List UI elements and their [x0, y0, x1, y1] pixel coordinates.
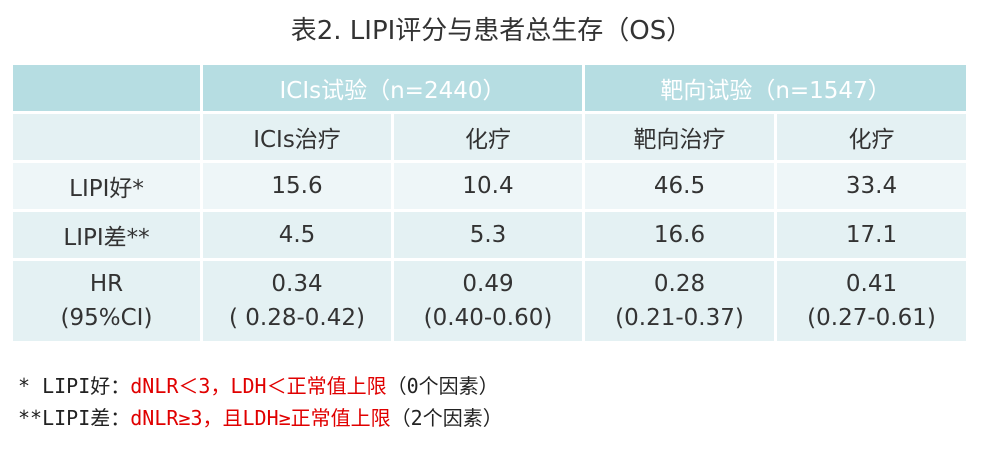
row-label: LIPI好* [10, 160, 203, 212]
row-label: HR (95%CI) [10, 258, 203, 344]
footnote-condition: dNLR＜3，LDH＜正常值上限 [130, 374, 387, 398]
hr-label: HR [89, 271, 124, 297]
group-header-row: ICIs试验（n=2440） 靶向试验（n=1547） [10, 62, 970, 114]
table-cell: 15.6 [200, 160, 394, 212]
ci-value: (0.40-0.60) [423, 305, 553, 331]
sub-header: 化疗 [773, 111, 970, 163]
hr-row: HR (95%CI) 0.34 ( 0.28-0.42) 0.49 (0.40-… [10, 258, 970, 344]
footnote-condition: dNLR≥3，且LDH≥正常值上限 [130, 406, 391, 430]
footnote-suffix: （0个因素） [386, 374, 499, 398]
table-cell: 4.5 [200, 209, 394, 261]
empty-cell [10, 111, 203, 163]
footnote-suffix: （2个因素） [390, 406, 503, 430]
table-cell: 0.49 (0.40-0.60) [391, 258, 585, 344]
ci-value: (0.21-0.37) [615, 305, 744, 331]
footnote-prefix: **LIPI差： [18, 406, 131, 430]
ci-label: (95%CI) [60, 305, 153, 331]
table-cell: 0.28 (0.21-0.37) [582, 258, 777, 344]
corner-cell [10, 62, 203, 114]
group-header-icis: ICIs试验（n=2440） [200, 62, 585, 114]
sub-header: 化疗 [391, 111, 585, 163]
table-cell: 10.4 [391, 160, 585, 212]
row-label: LIPI差** [10, 209, 203, 261]
table-cell: 0.34 ( 0.28-0.42) [200, 258, 394, 344]
ci-value: (0.27-0.61) [807, 305, 936, 331]
table-row: LIPI差** 4.5 5.3 16.6 17.1 [10, 209, 970, 261]
os-table: ICIs试验（n=2440） 靶向试验（n=1547） ICIs治疗 化疗 靶向… [10, 62, 970, 344]
table-title: 表2. LIPI评分与患者总生存（OS） [290, 16, 693, 46]
table-cell: 0.41 (0.27-0.61) [773, 258, 970, 344]
hr-value: 0.41 [845, 271, 898, 297]
table-cell: 17.1 [773, 209, 970, 261]
table-cell: 46.5 [582, 160, 777, 212]
footnote-lipi-good: * LIPI好：dNLR＜3，LDH＜正常值上限（0个因素） [18, 370, 499, 399]
table-cell: 33.4 [773, 160, 970, 212]
footnote-lipi-poor: **LIPI差：dNLR≥3，且LDH≥正常值上限（2个因素） [18, 402, 503, 431]
table-cell: 5.3 [391, 209, 585, 261]
sub-header: 靶向治疗 [582, 111, 777, 163]
hr-value: 0.34 [271, 271, 323, 297]
table-row: LIPI好* 15.6 10.4 46.5 33.4 [10, 160, 970, 212]
table-cell: 16.6 [582, 209, 777, 261]
footnote-prefix: * LIPI好： [18, 374, 131, 398]
ci-value: ( 0.28-0.42) [229, 305, 365, 331]
hr-value: 0.28 [653, 271, 706, 297]
sub-header-row: ICIs治疗 化疗 靶向治疗 化疗 [10, 111, 970, 163]
sub-header: ICIs治疗 [200, 111, 394, 163]
group-header-targeted: 靶向试验（n=1547） [581, 62, 970, 114]
hr-value: 0.49 [462, 271, 514, 297]
